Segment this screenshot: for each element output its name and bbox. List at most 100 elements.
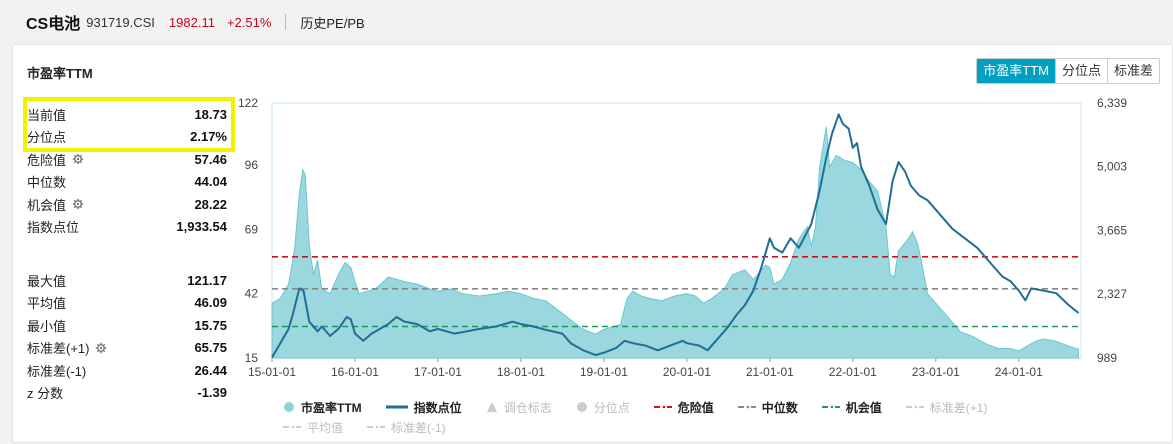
stat-label: 平均值 <box>27 293 66 312</box>
stat-label-text: 危险值 <box>27 152 67 168</box>
y-left-tick-label: 69 <box>245 222 259 236</box>
legend-row: 市盈率TTM 指数点位 调仓标志 分位点 危险值 中位数 机会值 标准差(+1) <box>283 397 1163 417</box>
history-pepb-link[interactable]: 历史PE/PB <box>300 15 365 31</box>
stat-label-text: 中位数 <box>27 175 67 191</box>
y-right-tick-label: 2,327 <box>1097 287 1127 301</box>
stat-value: 18.73 <box>194 106 227 122</box>
y-left-tick-label: 42 <box>245 287 259 301</box>
legend-label: 指数点位 <box>413 400 462 415</box>
legend-item[interactable]: 市盈率TTM <box>283 399 362 416</box>
pe-chart: 122 96 69 42 15 6,339 5,003 3,665 2,327 989 15-01-… <box>238 96 1127 379</box>
pe-card: 市盈率TTM 市盈率TTM 分位点 标准差 当前值 18.73 分位点 2.17% 危险… <box>12 44 1173 443</box>
pe-ttm-area <box>271 126 1080 359</box>
legend-item[interactable]: 危险值 <box>653 399 714 416</box>
stat-row: z 分数 -1.39 <box>27 382 227 405</box>
stat-row: 中位数 44.04 <box>27 171 227 194</box>
stat-label: 最大值 <box>27 271 66 290</box>
stat-row: 标准差(+1) 65.75 <box>27 337 227 360</box>
stat-value: 46.09 <box>194 295 227 311</box>
stat-value: 28.22 <box>194 196 227 212</box>
tab-percentile[interactable]: 分位点 <box>1054 59 1107 83</box>
index-name: CS电池 <box>26 16 81 33</box>
legend-item[interactable]: 标准差(-1) <box>367 419 446 436</box>
stat-label: 分位点 <box>27 127 66 146</box>
legend-item[interactable]: 分位点 <box>576 399 630 416</box>
stat-value: 1,933.54 <box>176 219 227 235</box>
stat-value: 44.04 <box>194 174 227 190</box>
stat-value: 15.75 <box>194 317 227 333</box>
stat-row: 危险值 57.46 <box>27 148 227 171</box>
index-price: 1982.11 <box>168 14 215 30</box>
stat-label: 危险值 <box>27 150 84 169</box>
x-tick-label: 20-01-01 <box>663 365 711 379</box>
legend-dash-icon <box>737 405 756 409</box>
stat-label: 机会值 <box>27 195 84 214</box>
y-right-tick-label: 6,339 <box>1097 96 1127 110</box>
legend-dash-icon <box>283 425 301 429</box>
legend-label: 调仓标志 <box>503 400 552 415</box>
legend-dash-icon <box>653 405 672 409</box>
stat-label-text: 最大值 <box>27 273 67 289</box>
card-title: 市盈率TTM <box>27 66 93 81</box>
legend-circle-icon <box>284 402 294 412</box>
stat-label-text: 最小值 <box>27 318 67 334</box>
legend-item[interactable]: 标准差(+1) <box>905 399 987 416</box>
x-tick-label: 23-01-01 <box>912 365 960 379</box>
legend-label: 平均值 <box>307 420 344 435</box>
stat-value: -1.39 <box>197 385 227 401</box>
gear-icon[interactable] <box>72 153 84 165</box>
tab-pe-ttm[interactable]: 市盈率TTM <box>977 59 1055 83</box>
x-tick-label: 22-01-01 <box>829 365 877 379</box>
legend-label: 市盈率TTM <box>301 400 362 415</box>
x-tick-label: 18-01-01 <box>497 365 545 379</box>
stat-row: 最大值 121.17 <box>27 269 227 292</box>
stat-row: 机会值 28.22 <box>27 193 227 216</box>
index-level-line <box>271 113 1080 359</box>
x-tick-label: 15-01-01 <box>248 365 296 379</box>
stat-value: 2.17% <box>190 129 227 145</box>
legend-label: 危险值 <box>677 400 714 415</box>
gear-icon[interactable] <box>72 198 84 210</box>
index-code: 931719.CSI <box>86 14 155 30</box>
stat-value: 65.75 <box>194 340 227 356</box>
stat-label-text: 机会值 <box>27 197 67 213</box>
stat-label: 当前值 <box>27 105 66 124</box>
stat-value: 26.44 <box>194 362 227 378</box>
legend-line-icon <box>385 405 408 409</box>
stat-label: 最小值 <box>27 316 66 335</box>
stat-label: 中位数 <box>27 172 66 191</box>
gear-icon[interactable] <box>95 342 107 354</box>
chart-legend: 市盈率TTM 指数点位 调仓标志 分位点 危险值 中位数 机会值 标准差(+1) 平均值 标准差(… <box>283 397 1163 437</box>
stat-row: 分位点 2.17% <box>27 126 227 149</box>
stat-value: 57.46 <box>194 151 227 167</box>
stat-label: 指数点位 <box>27 217 79 236</box>
legend-dash-icon <box>367 425 386 429</box>
y-right-tick-label: 3,665 <box>1097 223 1127 237</box>
index-change: +2.51% <box>226 14 272 30</box>
y-right-tick-label: 989 <box>1097 351 1117 365</box>
legend-item[interactable]: 平均值 <box>283 419 343 436</box>
index-header: CS电池 931719.CSI 1982.11 +2.51% 历史PE/PB <box>0 0 1173 44</box>
legend-dash-icon <box>821 405 840 409</box>
legend-label: 机会值 <box>845 400 882 415</box>
stat-label: z 分数 <box>27 383 63 402</box>
legend-label: 中位数 <box>761 400 798 415</box>
highlight-box <box>23 97 235 152</box>
metric-tabs: 市盈率TTM 分位点 标准差 <box>976 58 1160 84</box>
legend-dash-icon <box>905 405 924 409</box>
x-tick-label: 17-01-01 <box>414 365 462 379</box>
x-tick-label: 16-01-01 <box>331 365 379 379</box>
stat-value: 121.17 <box>187 272 227 288</box>
legend-item[interactable]: 指数点位 <box>385 399 462 416</box>
y-right-tick-label: 5,003 <box>1097 160 1127 174</box>
legend-item[interactable]: 机会值 <box>821 399 882 416</box>
stat-label-text: 分位点 <box>27 130 67 146</box>
y-left-tick-label: 96 <box>245 158 259 172</box>
stats-top-panel: 当前值 18.73 分位点 2.17% 危险值 57.46 中位数 44.04 机会值 28.22… <box>27 103 227 238</box>
legend-item[interactable]: 调仓标志 <box>486 399 552 416</box>
x-tick-label: 24-01-01 <box>995 365 1043 379</box>
legend-item[interactable]: 中位数 <box>737 399 798 416</box>
tab-std-dev[interactable]: 标准差 <box>1106 59 1159 83</box>
stat-row: 指数点位 1,933.54 <box>27 216 227 239</box>
x-tick-label: 21-01-01 <box>746 365 794 379</box>
